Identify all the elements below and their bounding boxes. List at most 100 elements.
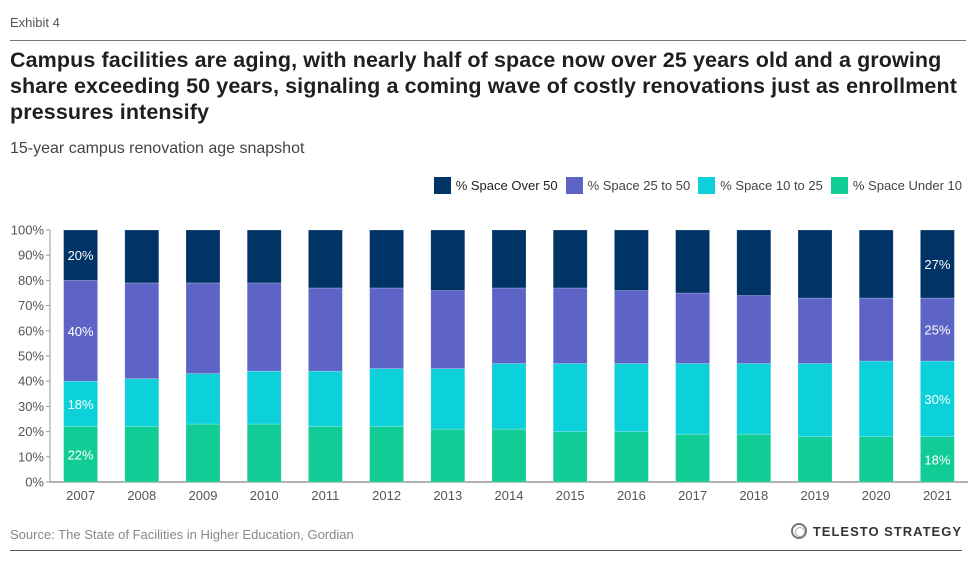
y-tick-label: 100% [11, 223, 45, 238]
legend-label-under-10: % Space Under 10 [852, 178, 962, 193]
bar-segment [491, 363, 527, 430]
bar-segment [675, 229, 710, 294]
bar-segment [858, 229, 894, 299]
bar-segment [920, 436, 955, 483]
bar-segment [124, 229, 160, 284]
bar-segment [552, 287, 588, 364]
x-tick-label: 2018 [739, 488, 768, 503]
x-tick-label: 2008 [127, 488, 156, 503]
bar-segment [920, 229, 955, 299]
bar-segment [858, 436, 894, 483]
x-tick-label: 2011 [311, 488, 339, 503]
bar-segment [675, 363, 710, 435]
bar-segment [552, 363, 588, 432]
bar-segment [736, 229, 772, 296]
data-label: 22% [68, 447, 94, 462]
legend-swatch-over-50 [433, 177, 451, 194]
data-label: 18% [924, 452, 950, 467]
x-tick-label: 2013 [433, 488, 462, 503]
chart-subtitle: 15-year campus renovation age snapshot [10, 140, 305, 157]
brand-name: TELESTO STRATEGY [812, 523, 962, 539]
bar-segment [614, 363, 649, 432]
legend-swatch-under-10 [830, 177, 848, 194]
bar-segment [124, 426, 160, 483]
data-label: 30% [924, 392, 950, 407]
data-label: 40% [68, 324, 94, 339]
x-tick-label: 2017 [678, 488, 707, 503]
x-tick-label: 2015 [556, 488, 585, 503]
bar-segment [246, 423, 282, 483]
source-note: Source: The State of Facilities in Highe… [10, 527, 354, 542]
ring-logo-icon [790, 523, 807, 539]
data-label: 20% [68, 248, 94, 263]
bar-segment [858, 360, 894, 437]
legend-swatch-10-to-25 [698, 177, 716, 194]
y-tick-label: 20% [18, 424, 44, 439]
bar-segment [369, 426, 404, 483]
y-tick-label: 0% [25, 475, 44, 490]
bar-segment [369, 287, 404, 369]
x-tick-label: 2016 [617, 488, 646, 503]
x-tick-label: 2012 [372, 488, 401, 503]
bar-segment [124, 282, 160, 379]
bar-segment [430, 368, 466, 430]
bar-segment [614, 229, 649, 291]
bar-segment [920, 360, 955, 437]
legend-label-10-to-25: % Space 10 to 25 [720, 178, 823, 193]
bar-segment [797, 363, 833, 437]
bar-segment [491, 229, 527, 289]
bar-segment [246, 370, 282, 425]
bar-segment [614, 431, 649, 483]
bar-segment [430, 290, 466, 369]
data-label: 18% [68, 397, 94, 412]
legend-label-25-to-50: % Space 25 to 50 [587, 178, 691, 193]
y-tick-label: 40% [18, 374, 44, 389]
bar-segment [920, 297, 955, 362]
bar-segment [369, 229, 404, 289]
bar-segment [736, 363, 772, 435]
bar-segment [246, 229, 282, 284]
y-tick-label: 30% [18, 399, 44, 414]
bar-segment [63, 280, 98, 382]
bar-segment [124, 378, 160, 427]
x-tick-label: 2021 [923, 488, 952, 503]
data-label: 25% [924, 323, 950, 338]
data-label: 27% [924, 257, 950, 272]
bar-segment [430, 428, 466, 483]
bar-segment [797, 229, 833, 299]
legend-item-under-10: % Space Under 10 [830, 177, 962, 194]
stacked-bar-chart: 0% 10% 20% 30% 40% 50% 60% 70% 80% 90% 100% 22% 18% 4… [11, 223, 968, 503]
bottom-divider [10, 550, 962, 551]
exhibit-label: Exhibit 4 [10, 15, 60, 30]
bar-segment [797, 297, 833, 364]
legend-item-25-to-50: % Space 25 to 50 [565, 177, 691, 194]
bar-segment [185, 229, 221, 284]
y-tick-label: 10% [18, 449, 44, 464]
x-tick-label: 2010 [250, 488, 279, 503]
bar-segment [675, 292, 710, 364]
bar-segment [797, 436, 833, 483]
legend-swatch-25-to-50 [565, 177, 583, 194]
bar-segment [736, 295, 772, 364]
bar-segment [246, 282, 282, 372]
bar-segment [308, 426, 343, 483]
bar-segment [736, 433, 772, 483]
bar-segment [308, 229, 343, 289]
bar-segment [185, 423, 221, 483]
x-tick-label: 2019 [801, 488, 830, 503]
bar-segment [63, 426, 98, 483]
y-tick-label: 80% [18, 273, 44, 288]
x-tick-label: 2009 [189, 488, 218, 503]
bar-segment [185, 373, 221, 425]
bar-segment [675, 433, 710, 483]
legend-item-10-to-25: % Space 10 to 25 [698, 177, 823, 194]
bar-segment [430, 229, 466, 291]
bar-segment [491, 287, 527, 364]
bar-segment [858, 297, 894, 362]
legend-label-over-50: % Space Over 50 [455, 178, 558, 193]
x-tick-label: 2007 [66, 488, 95, 503]
x-tick-label: 2020 [862, 488, 891, 503]
bar-segment [308, 287, 343, 372]
bar-segment [614, 290, 649, 364]
bar-segment [308, 370, 343, 427]
